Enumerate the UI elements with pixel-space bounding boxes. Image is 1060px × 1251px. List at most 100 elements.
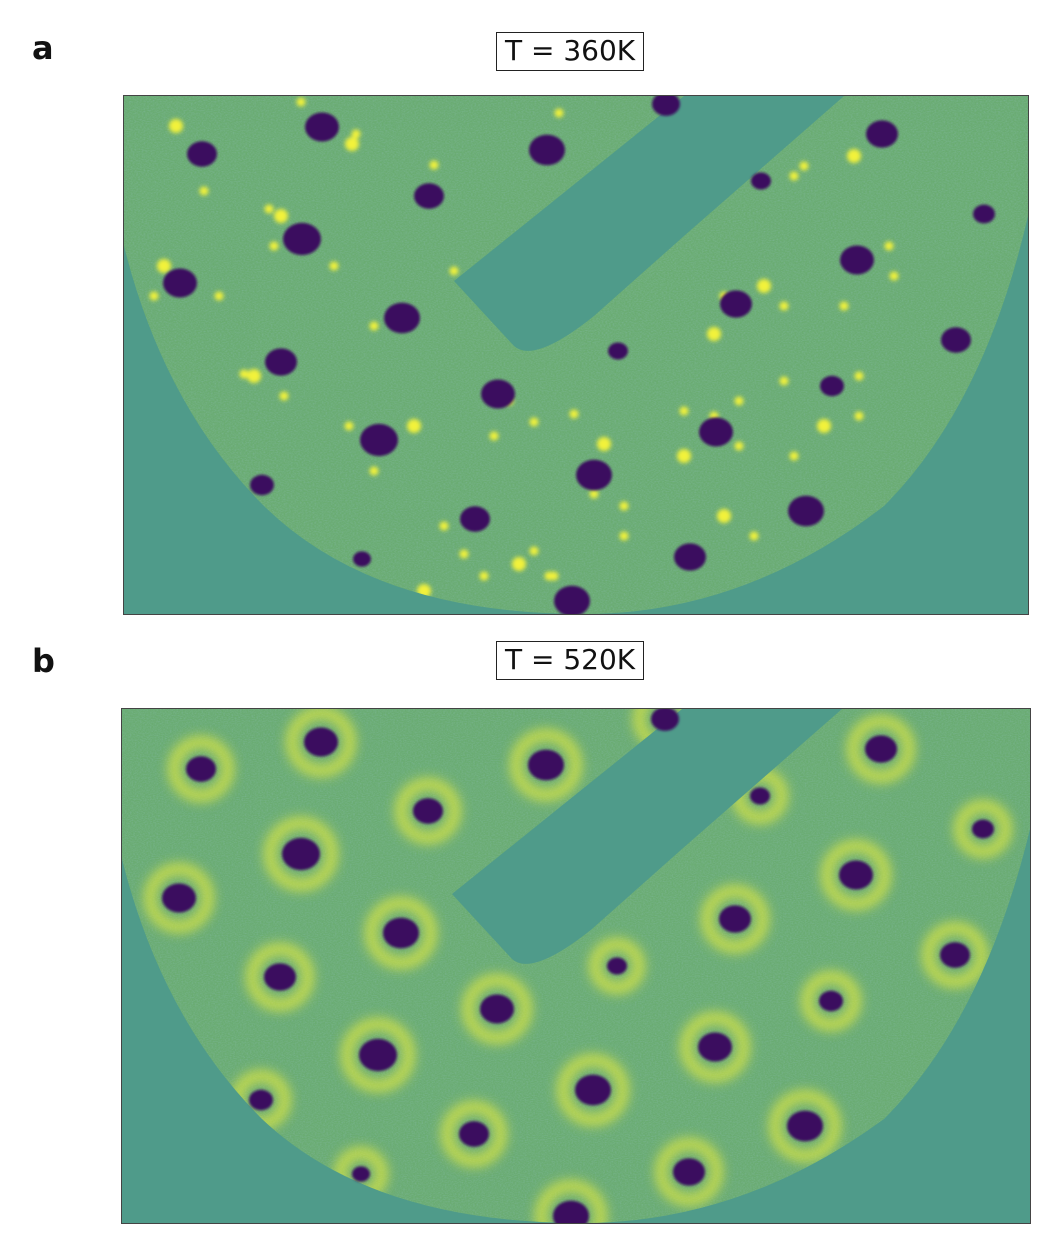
dark-spot xyxy=(529,134,565,166)
bright-spot xyxy=(479,571,489,581)
bright-spot xyxy=(707,327,721,341)
dark-spot xyxy=(673,1158,705,1186)
dark-spot xyxy=(305,112,339,142)
bright-spot xyxy=(264,204,274,214)
dark-spot xyxy=(940,942,970,968)
dark-spot xyxy=(282,837,320,871)
bright-spot xyxy=(449,266,459,276)
bright-spot xyxy=(789,451,799,461)
panel-b-temperature-label: T = 520K xyxy=(496,641,645,680)
dark-spot xyxy=(553,1200,589,1223)
bright-halo xyxy=(536,1181,606,1223)
dark-spot xyxy=(283,222,321,256)
bright-spot xyxy=(717,509,731,523)
bright-spot xyxy=(344,421,354,431)
dark-spot xyxy=(787,1110,823,1142)
bright-halo xyxy=(366,898,436,968)
bright-halo xyxy=(955,801,1011,857)
dark-spot xyxy=(751,172,771,190)
bright-spot xyxy=(554,108,564,118)
bright-spot xyxy=(619,501,629,511)
dark-spot xyxy=(554,585,590,614)
dark-spot xyxy=(264,963,296,991)
bright-spot xyxy=(854,371,864,381)
dark-spot xyxy=(250,474,274,496)
panel-a-micrograph xyxy=(123,95,1029,615)
bright-halo xyxy=(702,886,768,952)
bright-spot xyxy=(247,369,261,383)
bright-spot xyxy=(549,571,559,581)
bright-spot xyxy=(529,417,539,427)
bright-spot xyxy=(779,301,789,311)
dark-spot xyxy=(480,994,514,1024)
bright-halo xyxy=(923,923,987,987)
dark-spot xyxy=(163,268,197,298)
bright-spot xyxy=(854,411,864,421)
bright-spot xyxy=(569,409,579,419)
bright-halo xyxy=(590,939,644,993)
dark-spot xyxy=(839,860,873,890)
bright-spot xyxy=(749,531,759,541)
bright-halo xyxy=(848,716,914,782)
dark-spot xyxy=(750,787,770,805)
dark-spot xyxy=(575,1074,611,1106)
dark-spot xyxy=(719,905,751,933)
dark-spot xyxy=(820,375,844,397)
dark-spot xyxy=(186,756,216,782)
dark-spot xyxy=(607,957,627,975)
bright-halo xyxy=(287,709,355,776)
dark-spot xyxy=(528,749,564,781)
bright-spot xyxy=(279,391,289,401)
dark-spot xyxy=(359,1038,397,1072)
bright-halo xyxy=(558,1055,628,1125)
dark-spot xyxy=(973,204,995,224)
bright-spot xyxy=(199,186,209,196)
bright-halo xyxy=(265,818,337,890)
panel-b-micrograph xyxy=(121,708,1031,1224)
bright-halo xyxy=(145,864,213,932)
panel-a-letter: a xyxy=(32,29,54,67)
panel-a-temperature-label: T = 360K xyxy=(496,32,645,71)
bright-spot xyxy=(149,291,159,301)
bright-spot xyxy=(345,137,359,151)
dark-spot xyxy=(972,819,994,839)
dark-spot xyxy=(413,798,443,824)
dark-spot xyxy=(608,342,628,360)
dark-spot xyxy=(652,96,680,116)
dark-spot xyxy=(187,141,217,167)
bright-spot xyxy=(839,301,849,311)
bright-spot xyxy=(274,209,288,223)
dark-spot xyxy=(576,459,612,491)
bright-halo xyxy=(169,737,233,801)
dark-spot xyxy=(459,1121,489,1147)
bright-spot xyxy=(757,279,771,293)
bright-spot xyxy=(351,129,361,139)
bright-spot xyxy=(589,489,599,499)
bright-spot xyxy=(369,321,379,331)
dark-spot xyxy=(651,709,679,731)
bright-halo xyxy=(822,841,890,909)
dark-spot xyxy=(720,290,752,318)
bright-halo xyxy=(463,975,531,1043)
dark-spot xyxy=(819,990,843,1012)
dark-spot xyxy=(699,417,733,447)
dark-spot xyxy=(265,348,297,376)
bright-spot xyxy=(407,419,421,433)
bright-spot xyxy=(799,161,809,171)
dark-spot xyxy=(481,379,515,409)
bright-spot xyxy=(789,171,799,181)
bright-halo xyxy=(511,730,581,800)
dark-spot xyxy=(460,506,490,532)
bright-halo xyxy=(802,972,860,1030)
bright-spot xyxy=(296,97,306,107)
bright-spot xyxy=(779,376,789,386)
bright-spot xyxy=(679,406,689,416)
bright-spot xyxy=(817,419,831,433)
dark-spot xyxy=(788,495,824,527)
panel-b-letter: b xyxy=(32,642,55,680)
bright-spot xyxy=(734,441,744,451)
bright-halo xyxy=(247,944,313,1010)
bright-spot xyxy=(619,531,629,541)
dark-spot xyxy=(865,735,897,763)
dark-spot xyxy=(383,917,419,949)
